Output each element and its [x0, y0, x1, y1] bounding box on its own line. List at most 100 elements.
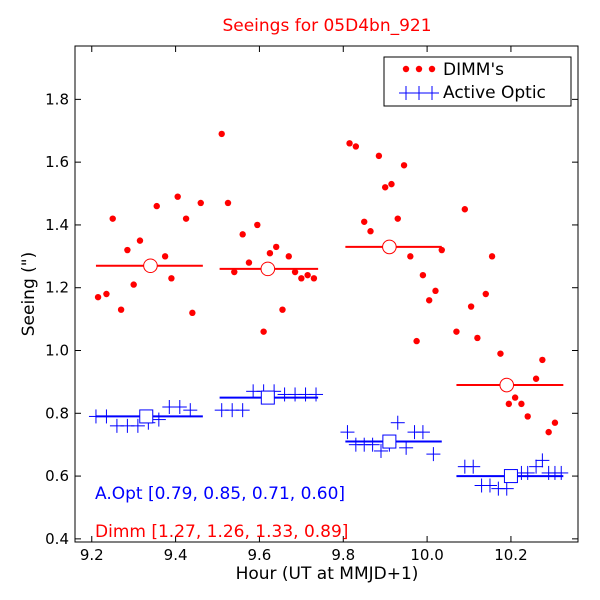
legend-dimm-marker — [402, 65, 436, 73]
y-tick-label-1: 0.6 — [45, 467, 69, 485]
aopt-point-40 — [529, 459, 544, 474]
dimm-point-50 — [497, 350, 504, 357]
dimm-point-18 — [245, 259, 253, 266]
dimm-mean-marker-1 — [260, 261, 276, 277]
dimm-point-12 — [189, 309, 196, 317]
dimm-point-47 — [474, 334, 481, 342]
aopt-point-26 — [390, 415, 405, 430]
dimm-point-49 — [488, 253, 496, 260]
aopt-point-44 — [554, 465, 569, 480]
dimm-point-9 — [168, 275, 175, 282]
dimm-point-10 — [174, 193, 181, 200]
dimm-point-3 — [117, 306, 125, 313]
dimm-point-43 — [438, 246, 445, 254]
legend-aopt-plus-1 — [412, 86, 426, 100]
chart-title: Seeings for 05D4bn_921 — [222, 16, 431, 36]
dimm-point-27 — [304, 271, 311, 279]
dimm-point-42 — [432, 287, 439, 295]
dimm-point-56 — [539, 356, 546, 364]
dimm-point-24 — [285, 253, 292, 260]
dimm-point-37 — [400, 162, 408, 169]
legend-dimm-dot-1 — [415, 65, 423, 73]
legend-aopt-plus-2 — [425, 86, 439, 100]
legend-aopt-marker — [399, 86, 439, 100]
dimm-mean-marker-0 — [143, 258, 158, 274]
dimm-point-8 — [161, 253, 169, 260]
dimm-point-25 — [291, 268, 299, 276]
x-tick-label-2: 9.6 — [248, 546, 272, 564]
aopt-point-4 — [130, 418, 145, 433]
aopt-point-12 — [235, 403, 250, 418]
dimm-point-58 — [551, 419, 559, 426]
dimm-point-35 — [388, 180, 395, 188]
dimm-point-33 — [375, 152, 383, 160]
dimm-point-28 — [310, 275, 318, 282]
dimm-point-45 — [461, 206, 469, 213]
dimm-point-6 — [136, 237, 144, 244]
aopt-point-34 — [482, 478, 497, 493]
dimm-point-1 — [103, 290, 110, 298]
dimm-point-21 — [266, 249, 274, 257]
dimm-point-22 — [273, 243, 280, 251]
dimm-point-32 — [367, 228, 374, 235]
aopt-point-24 — [373, 443, 388, 458]
y-tick-label-6: 1.6 — [45, 153, 69, 171]
dimm-point-41 — [425, 297, 433, 304]
legend-dimm-dot-2 — [428, 65, 436, 73]
aopt-mean-marker-0 — [139, 409, 154, 424]
x-tick-label-3: 9.8 — [331, 546, 355, 564]
dimm-point-0 — [94, 293, 102, 301]
aopt-point-9 — [183, 403, 198, 418]
dimm-point-57 — [545, 428, 552, 436]
dimm-point-30 — [352, 143, 360, 150]
dimm-point-17 — [239, 231, 246, 238]
y-tick-label-0: 0.4 — [45, 530, 69, 548]
aopt-point-6 — [151, 412, 166, 427]
aopt-mean-marker-3 — [503, 469, 518, 484]
dimm-point-23 — [279, 306, 286, 313]
dimm-point-11 — [182, 215, 190, 222]
aopt-point-36 — [499, 481, 514, 496]
y-tick-label-3: 1.0 — [45, 342, 69, 360]
dimm-point-52 — [511, 394, 519, 401]
aopt-point-32 — [466, 459, 481, 474]
legend-aopt-plus-0 — [399, 86, 413, 100]
x-tick-label-4: 10.0 — [410, 546, 443, 564]
dimm-point-5 — [130, 281, 137, 288]
aopt-annotation: A.Opt [0.79, 0.85, 0.71, 0.60] — [95, 484, 345, 504]
dimm-point-55 — [532, 375, 540, 382]
dimm-point-13 — [197, 199, 204, 207]
dimm-annotation: Dimm [1.27, 1.26, 1.33, 0.89] — [95, 522, 348, 542]
dimm-point-44 — [453, 328, 460, 335]
y-tick-label-7: 1.8 — [45, 90, 69, 108]
x-tick-label-5: 10.2 — [494, 546, 527, 564]
y-axis-label: Seeing (") — [19, 252, 39, 337]
aopt-point-8 — [172, 400, 187, 415]
dimm-point-4 — [124, 246, 131, 254]
dimm-mean-marker-3 — [499, 377, 515, 393]
dimm-point-2 — [109, 215, 116, 222]
aopt-mean-marker-1 — [260, 390, 275, 405]
dimm-point-19 — [254, 221, 261, 229]
legend-aopt-label: Active Optic — [443, 83, 546, 103]
y-tick-label-4: 1.2 — [45, 279, 69, 297]
aopt-point-41 — [535, 453, 550, 468]
aopt-mean-marker-2 — [382, 434, 397, 449]
dimm-point-31 — [361, 218, 368, 225]
x-tick-label-0: 9.2 — [80, 546, 104, 564]
aopt-point-19 — [309, 387, 324, 402]
dimm-point-46 — [467, 303, 475, 310]
dimm-point-14 — [218, 130, 225, 138]
y-tick-label-5: 1.4 — [45, 216, 69, 234]
dimm-point-36 — [394, 215, 401, 222]
dimm-point-38 — [407, 253, 414, 260]
dimm-point-15 — [224, 199, 232, 207]
axis-ticks: 9.2 9.4 9.6 9.8 10.0 10.2 0.4 0.6 0.8 1.0 1.2 1.4 1.… — [45, 46, 578, 564]
dimm-point-29 — [346, 140, 353, 147]
dimm-point-54 — [524, 413, 531, 420]
dimm-point-34 — [381, 184, 389, 191]
axes-frame — [74, 45, 579, 543]
aopt-point-29 — [415, 425, 430, 440]
legend-dimm-label: DIMM's — [443, 60, 504, 80]
